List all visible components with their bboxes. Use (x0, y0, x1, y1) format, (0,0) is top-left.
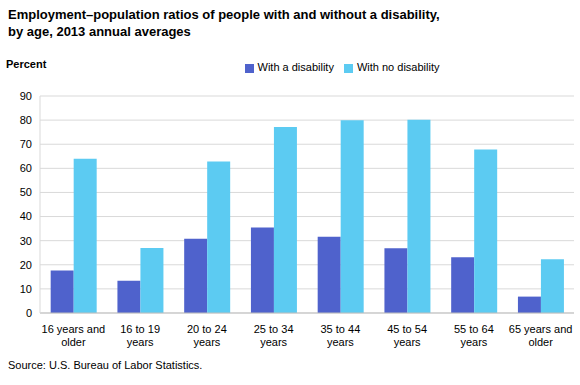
svg-text:60: 60 (20, 162, 32, 174)
svg-text:55 to 64years: 55 to 64years (454, 323, 494, 348)
html-text:With no disability: With no disability (356, 61, 440, 73)
svg-text:70: 70 (20, 138, 32, 150)
svg-text:45 to 54years: 45 to 54years (387, 323, 427, 348)
svg-text:65 years andolder: 65 years andolder (509, 323, 572, 348)
svg-text:20 to 24years: 20 to 24years (187, 323, 227, 348)
svg-text:16 to 19years: 16 to 19years (120, 323, 160, 348)
html-text:Employment–population ratios o: Employment–population ratios of people w… (8, 7, 440, 39)
svg-text:30: 30 (20, 235, 32, 247)
html-text:With a disability: With a disability (257, 61, 334, 73)
svg-text:50: 50 (20, 186, 32, 198)
html-text:Percent: Percent (6, 58, 47, 70)
svg-text:25 to 34years: 25 to 34years (254, 323, 294, 348)
svg-text:90: 90 (20, 90, 32, 102)
svg-text:20: 20 (20, 259, 32, 271)
svg-text:80: 80 (20, 114, 32, 126)
html-text:Source: U.S. Bureau of Labor S: Source: U.S. Bureau of Labor Statistics. (8, 359, 203, 371)
svg-text:35 to 44years: 35 to 44years (320, 323, 360, 348)
svg-text:40: 40 (20, 210, 32, 222)
svg-text:16 years andolder: 16 years andolder (42, 323, 106, 348)
svg-text:10: 10 (20, 283, 32, 295)
svg-text:0: 0 (26, 307, 32, 319)
